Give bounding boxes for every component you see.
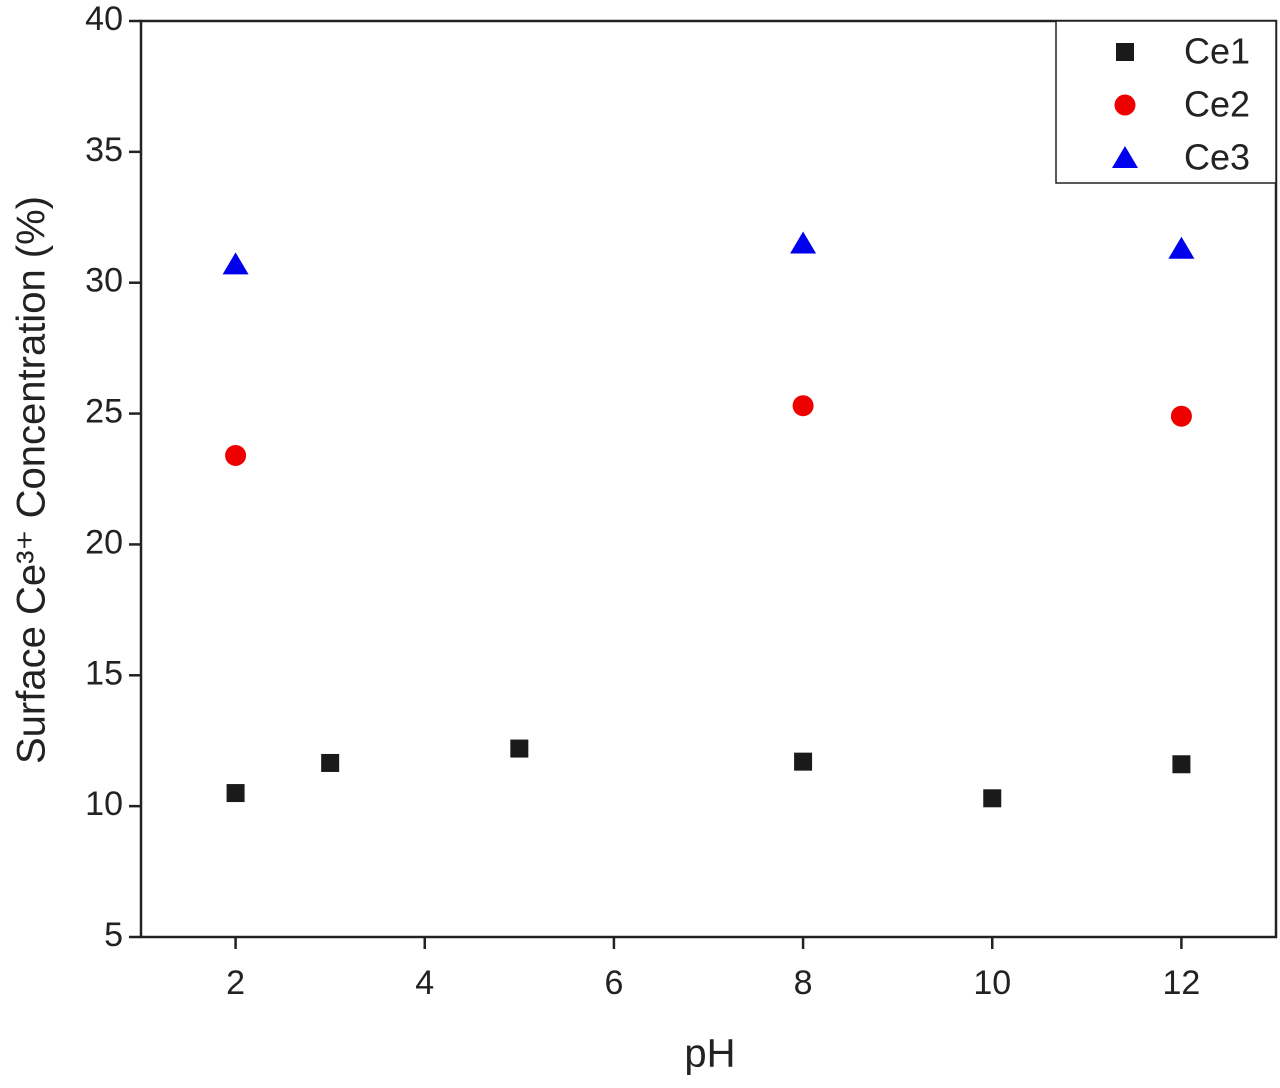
legend-box: [1055, 20, 1277, 184]
data-point: [1170, 405, 1192, 427]
y-axis-label: Surface Ce³⁺ Concentration (%): [10, 196, 54, 764]
x-tick-label: 10: [973, 964, 1011, 1002]
y-tick-label: 30: [85, 262, 123, 300]
data-point: [222, 252, 249, 275]
y-tick-label: 20: [85, 523, 123, 561]
data-point: [983, 789, 1002, 808]
data-point: [510, 739, 529, 758]
legend-marker: [1116, 43, 1134, 61]
data-point: [794, 752, 813, 771]
data-point: [225, 444, 247, 466]
y-tick-label: 10: [85, 785, 123, 823]
data-point: [1172, 755, 1191, 774]
legend-label: Ce2: [1184, 84, 1250, 125]
x-tick-label: 8: [794, 964, 813, 1002]
data-point: [226, 784, 245, 803]
legend-marker: [1112, 146, 1138, 168]
data-point: [790, 231, 817, 254]
data-point: [792, 395, 814, 417]
x-tick-label: 2: [226, 964, 245, 1002]
legend-label: Ce3: [1184, 137, 1250, 178]
y-tick-label: 25: [85, 393, 123, 431]
data-point: [321, 753, 340, 772]
x-axis-label: pH: [684, 1032, 735, 1076]
plot-frame: [139, 19, 1278, 939]
x-tick-label: 6: [604, 964, 623, 1002]
legend-marker: [1114, 94, 1136, 116]
y-tick-label: 35: [85, 131, 123, 169]
y-tick-label: 15: [85, 654, 123, 692]
y-tick-label: 40: [85, 0, 123, 38]
data-point: [1168, 236, 1195, 259]
y-tick-label: 5: [104, 916, 123, 954]
legend-label: Ce1: [1184, 31, 1250, 72]
x-tick-label: 12: [1163, 964, 1201, 1002]
x-tick-label: 4: [415, 964, 434, 1002]
